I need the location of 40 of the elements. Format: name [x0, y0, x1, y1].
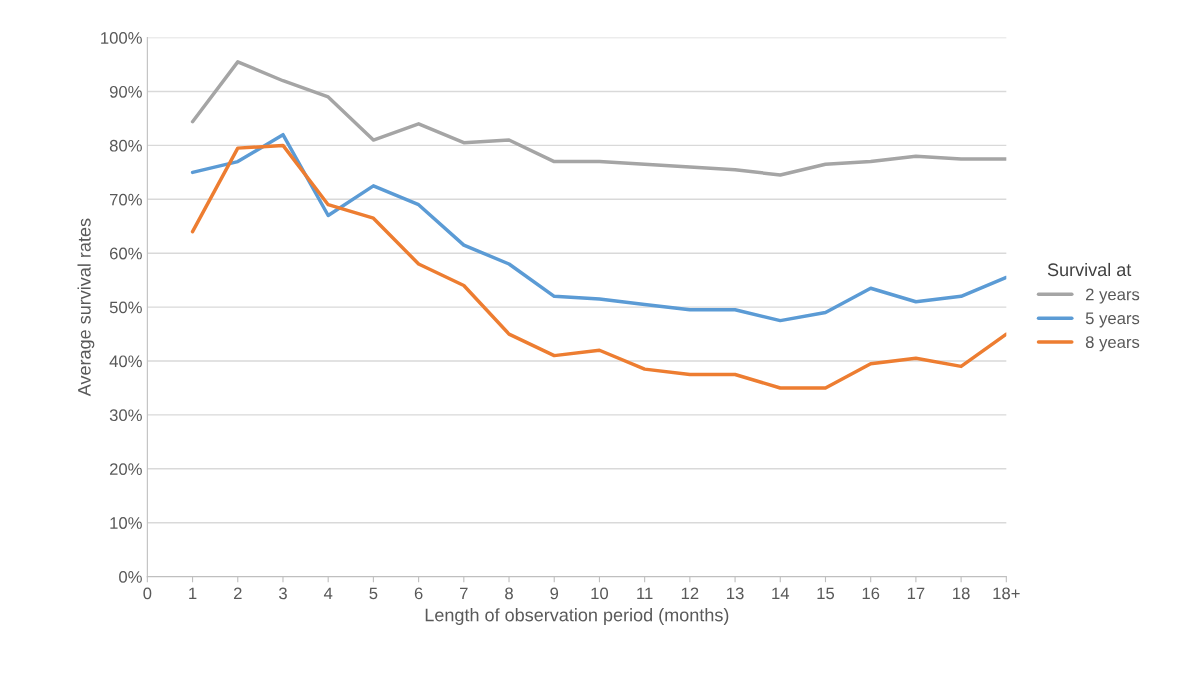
- y-tick-label: 10%: [110, 517, 142, 529]
- legend-title: Survival at: [1047, 262, 1132, 277]
- x-tick-label: 18+: [993, 587, 1020, 600]
- y-tick-label: 30%: [109, 409, 142, 422]
- line-series: [190, 60, 1007, 177]
- x-tick-label: 7: [460, 587, 468, 600]
- x-tick-label: 13: [727, 587, 744, 600]
- x-tick-label: 17: [907, 587, 925, 600]
- x-tick-label: 4: [323, 587, 333, 600]
- y-tick-label: 90%: [109, 85, 142, 98]
- x-tick-label: 16: [862, 587, 880, 600]
- x-tick-label: 3: [278, 587, 287, 600]
- x-axis-title: Length of observation period (months): [425, 608, 729, 625]
- y-tick-label: 0%: [119, 571, 142, 583]
- x-tick-label: 10: [591, 587, 609, 600]
- y-tick-label: 40%: [109, 355, 142, 368]
- x-tick-label: 8: [505, 587, 513, 600]
- legend-label: 5 years: [1085, 312, 1140, 328]
- y-tick-label: 70%: [109, 193, 142, 206]
- x-tick-label: 14: [772, 587, 790, 600]
- y-tick-label: 60%: [109, 247, 142, 260]
- x-tick-label: 0: [143, 587, 152, 600]
- x-tick-label: 12: [681, 587, 699, 600]
- x-tick-label: 9: [550, 587, 559, 600]
- y-tick-label: 80%: [109, 139, 142, 152]
- x-tick-label: 15: [817, 587, 835, 600]
- y-tick-label: 20%: [109, 463, 142, 476]
- legend-label: 2 years: [1086, 288, 1140, 304]
- y-tick-label: 100%: [101, 32, 142, 44]
- legend-label: 8 years: [1085, 336, 1140, 352]
- line-series: [190, 132, 1007, 323]
- x-tick-label: 11: [637, 587, 653, 600]
- line-series: [190, 143, 1007, 390]
- y-axis-title: Average survival rates: [77, 218, 95, 397]
- x-tick-label: 1: [189, 587, 197, 600]
- x-tick-label: 5: [369, 587, 378, 600]
- x-tick-label: 6: [414, 587, 423, 600]
- x-tick-label: 2: [233, 587, 242, 600]
- x-tick-label: 18: [953, 587, 970, 600]
- y-tick-label: 50%: [109, 301, 142, 314]
